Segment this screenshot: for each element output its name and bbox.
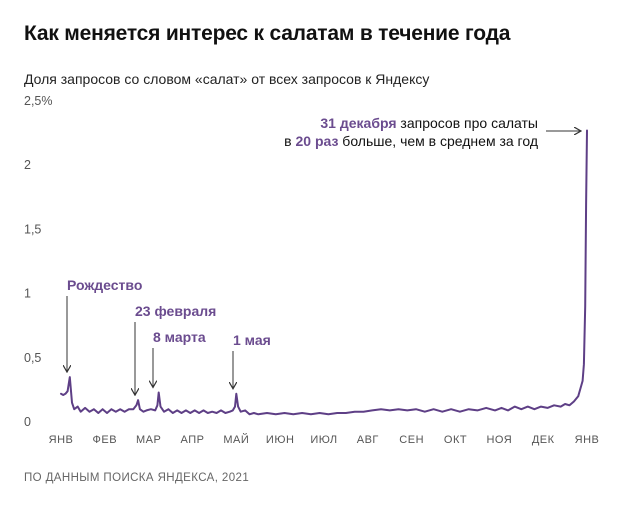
y-tick-label: 0,5 [24,351,41,365]
series-line [60,129,588,416]
callout-text-2a: в [284,133,295,149]
data-source: ПО ДАННЫМ ПОИСКА ЯНДЕКСА, 2021 [24,472,250,484]
chart-subtitle: Доля запросов со словом «салат» от всех … [24,71,430,87]
annotation-label: Рождество [67,277,142,293]
callout-annotation: 31 декабря запросов про салаты в 20 раз … [284,115,580,149]
x-tick-label: НОЯ [486,434,512,446]
y-tick-label: 1,5 [24,222,41,236]
x-tick-label: СЕН [399,434,424,446]
x-tick-label: ЯНВ [49,434,74,446]
x-tick-label: АПР [181,434,205,446]
x-tick-label: ДЕК [532,434,555,446]
y-tick-label: 1 [24,287,31,301]
annotation-label: 23 февраля [135,303,216,319]
annotation-feb23: 23 февраля [135,303,216,394]
annotation-may1: 1 мая [233,332,271,388]
x-tick-label: АВГ [357,434,379,446]
x-axis: ЯНВ ФЕВ МАР АПР МАЙ ИЮН ИЮЛ АВГ СЕН ОКТ НОЯ ДЕК ЯНВ [49,433,600,446]
x-tick-label: ЯНВ [575,434,600,446]
x-tick-label: МАЙ [223,433,249,446]
callout-text-2b: больше, чем в среднем за год [338,133,538,149]
callout-line-2: в 20 раз больше, чем в среднем за год [284,133,538,149]
y-tick-label: 2,5% [24,94,53,108]
annotation-label: 1 мая [233,332,271,348]
y-tick-label: 2 [24,158,31,172]
x-tick-label: ИЮЛ [310,434,337,446]
x-tick-label: ИЮН [266,434,294,446]
x-tick-label: ФЕВ [93,434,118,446]
chart-title: Как меняется интерес к салатам в течение… [24,22,511,45]
annotation-christmas: Рождество [67,277,142,371]
annotations: Рождество 23 февраля 8 марта 1 мая [67,277,271,394]
y-tick-label: 0 [24,415,31,429]
callout-text-1: запросов про салаты [397,115,538,131]
annotation-mar8: 8 марта [153,329,206,386]
callout-date: 31 декабря [320,115,396,131]
callout-multiplier: 20 раз [295,133,338,149]
series [60,129,588,416]
callout-line-1: 31 декабря запросов про салаты [320,115,538,131]
y-axis: 0 0,5 1 1,5 2 2,5% [24,94,53,429]
x-tick-label: МАР [136,434,161,446]
x-tick-label: ОКТ [444,434,467,446]
annotation-label: 8 марта [153,329,206,345]
